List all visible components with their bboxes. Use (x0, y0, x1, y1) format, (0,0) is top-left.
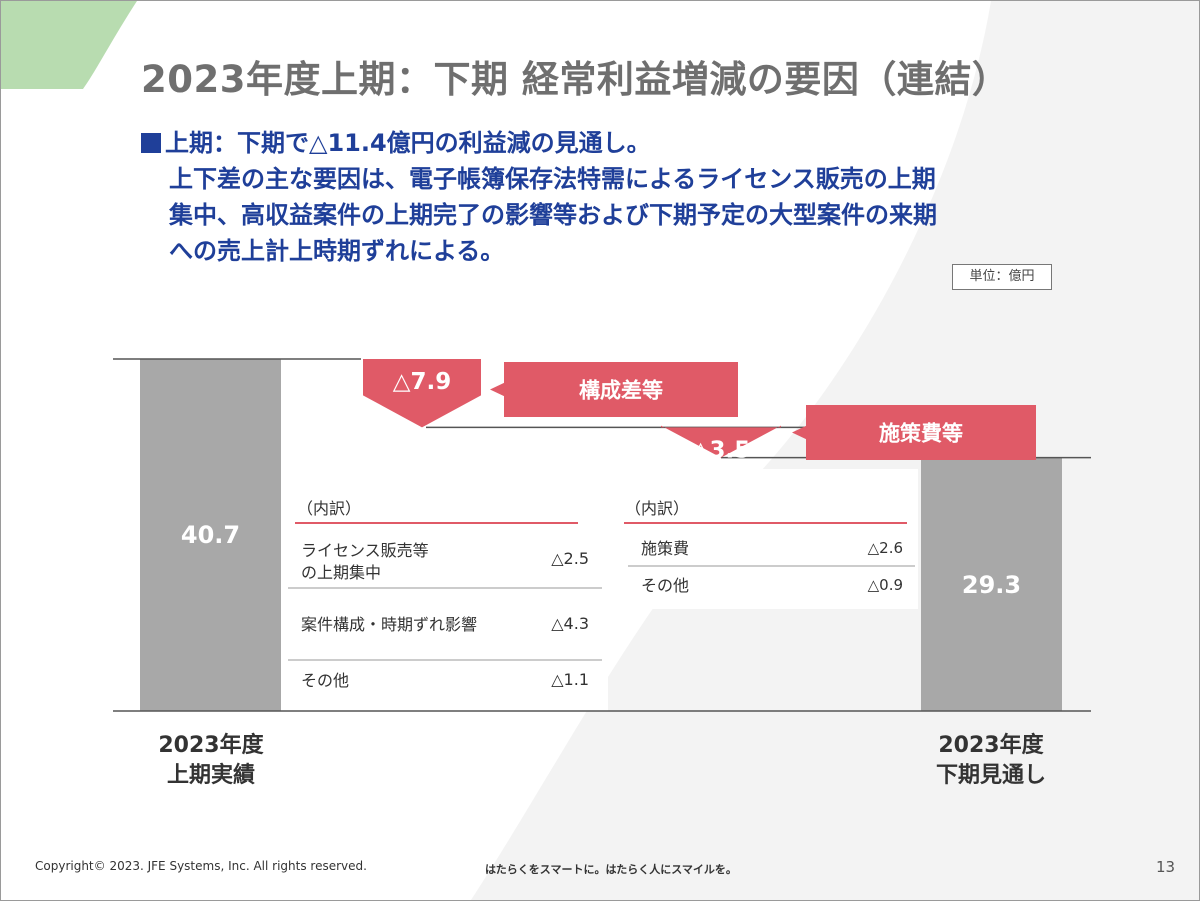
callout-step-2 (792, 405, 1036, 460)
breakdown-1-item-2-label: 案件構成・時期ずれ影響 (301, 615, 478, 634)
breakdown-1-panel (283, 469, 608, 711)
unit-label: 単位：億円 (952, 264, 1052, 290)
breakdown-2-panel (613, 469, 918, 609)
summary-line-1: 上期：下期で△11.4億円の利益減の見通し。 (165, 129, 651, 157)
breakdown-1-item-3-label: その他 (301, 671, 350, 690)
breakdown-2-item-2-value: △0.9 (867, 576, 903, 594)
breakdown-2-heading: （内訳） (625, 499, 690, 518)
callout-step-1-label: 構成差等 (579, 379, 663, 403)
category-label-2h: 2023年度 下期見通し (935, 733, 1046, 788)
page-title: 2023年度上期：下期 経常利益増減の要因（連結） (141, 58, 1010, 101)
bar-value-label-1: 40.7 (181, 521, 240, 549)
callout-step-1 (490, 362, 738, 417)
summary-line-4: への売上計上時期ずれによる。 (169, 237, 505, 265)
breakdown-2-item-1-value: △2.6 (867, 539, 903, 557)
decrease-arrow-2-label: △3.5 (692, 437, 750, 463)
breakdown-1-item-1-value: △2.5 (551, 549, 589, 568)
category-label-1h: 2023年度 上期実績 (158, 733, 264, 788)
footer-slogan: はたらくをスマートに。はたらく人にスマイルを。 (485, 863, 737, 876)
bar-value-label-2: 29.3 (962, 571, 1021, 599)
breakdown-1-item-1-label: ライセンス販売等 の上期集中 (301, 541, 429, 582)
summary-line-2: 上下差の主な要因は、電子帳簿保存法特需によるライセンス販売の上期 (169, 165, 936, 193)
decrease-arrow-1 (363, 359, 481, 428)
footer-copyright: Copyright© 2023. JFE Systems, Inc. All r… (35, 859, 367, 873)
breakdown-1-heading: （内訳） (297, 499, 362, 518)
summary-line-3: 集中、高収益案件の上期完了の影響等および下期予定の大型案件の来期 (169, 201, 937, 229)
breakdown-1-item-3-value: △1.1 (551, 670, 589, 689)
callout-step-2-label: 施策費等 (879, 422, 963, 446)
decrease-arrow-2 (661, 425, 781, 458)
page-number: 13 (1156, 858, 1176, 876)
breakdown-1-item-2-value: △4.3 (551, 614, 589, 633)
summary-text: 上期：下期で△11.4億円の利益減の見通し。 上下差の主な要因は、電子帳簿保存法… (141, 125, 1141, 269)
breakdown-2-item-2-label: その他 (641, 576, 690, 595)
decrease-arrow-1-label: △7.9 (393, 369, 451, 395)
bar-total-2 (921, 457, 1062, 711)
green-accent-shape (1, 1, 137, 89)
breakdown-2-item-1-label: 施策費 (641, 539, 690, 558)
bar-total-1 (140, 359, 281, 711)
square-bullet-icon (141, 133, 161, 153)
